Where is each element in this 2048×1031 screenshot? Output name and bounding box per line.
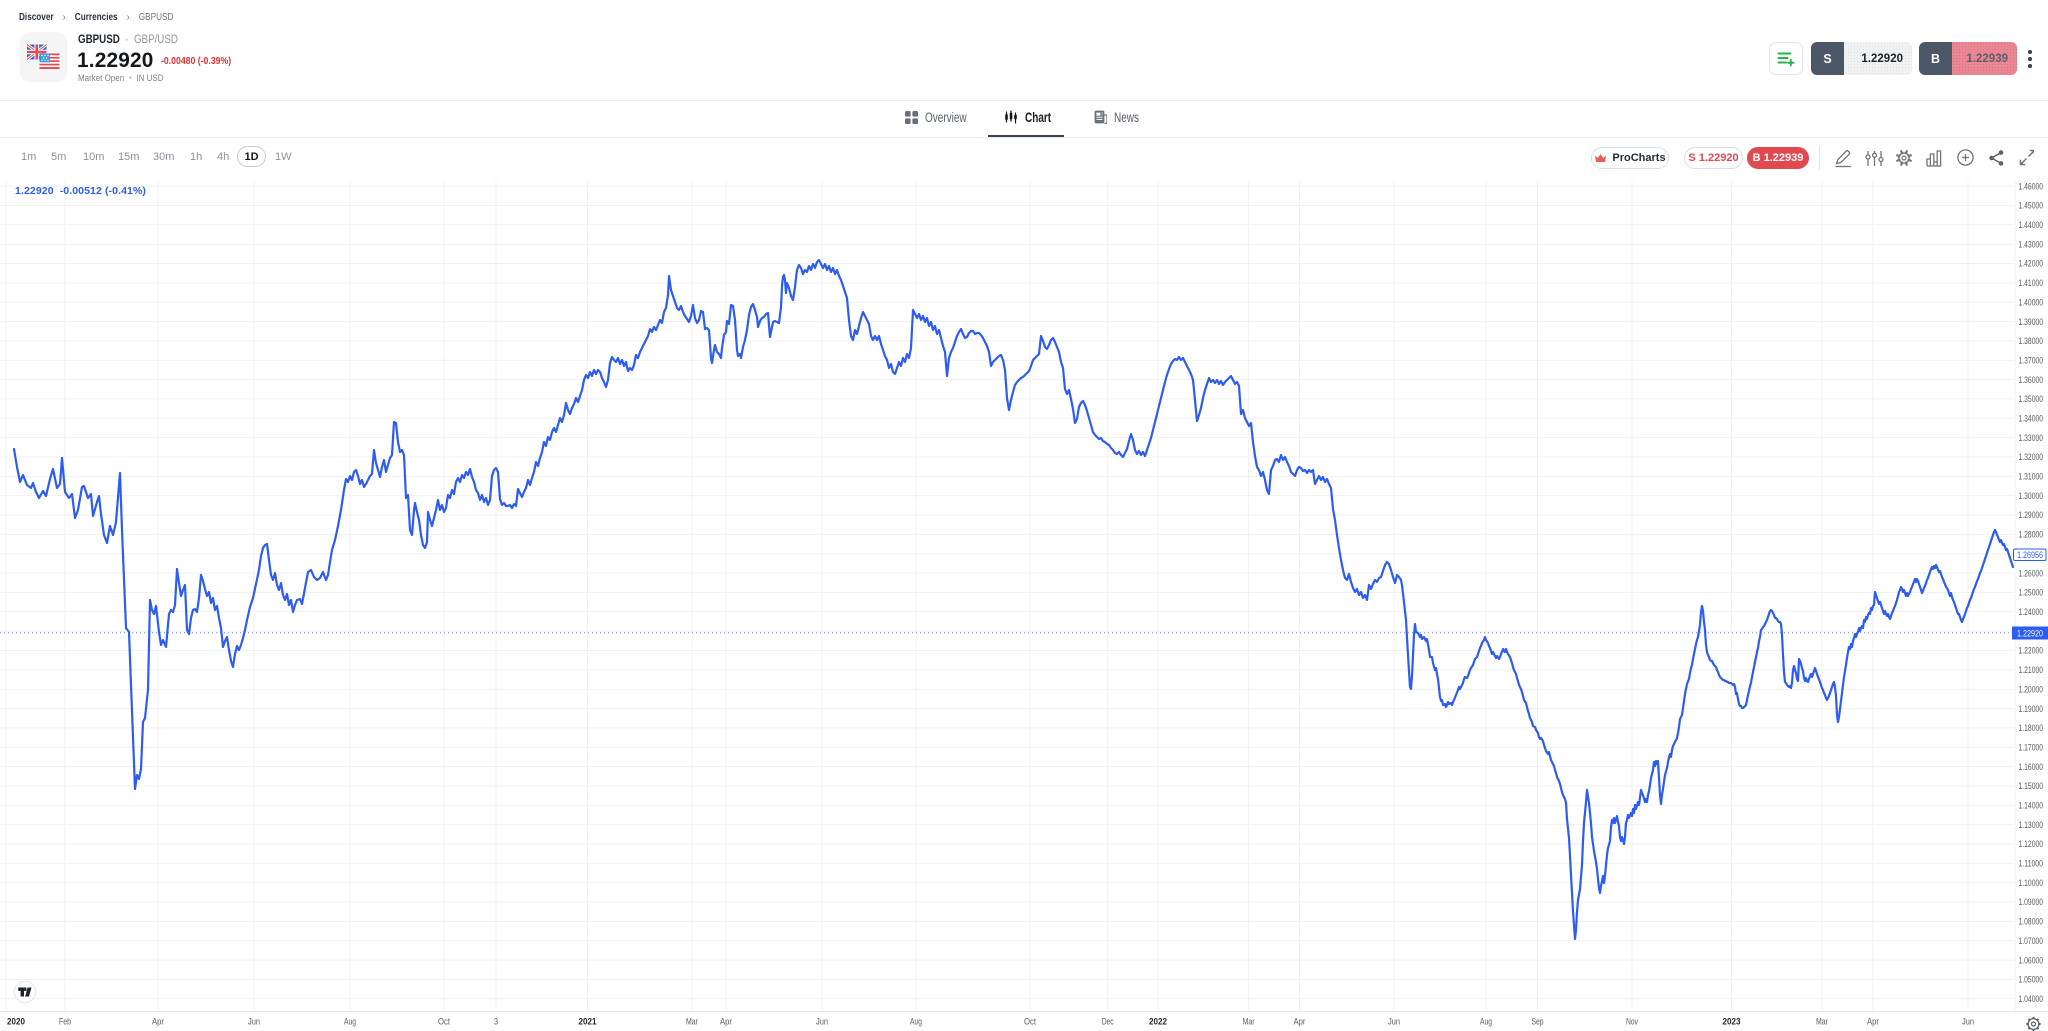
svg-text:1.46000: 1.46000	[2019, 181, 2044, 192]
svg-text:1.15000: 1.15000	[2019, 781, 2044, 792]
svg-text:Jun: Jun	[1962, 1017, 1974, 1028]
svg-text:1.08000: 1.08000	[2019, 917, 2044, 928]
svg-text:1.07000: 1.07000	[2019, 936, 2044, 947]
svg-text:1.10000: 1.10000	[2019, 878, 2044, 889]
svg-text:Apr: Apr	[152, 1017, 164, 1028]
svg-text:Apr: Apr	[1294, 1017, 1306, 1028]
svg-text:Oct: Oct	[438, 1017, 450, 1028]
svg-text:Jun: Jun	[248, 1017, 260, 1028]
svg-text:2020: 2020	[7, 1017, 25, 1028]
svg-text:1.22920: 1.22920	[2017, 628, 2043, 638]
svg-text:1.16000: 1.16000	[2019, 762, 2044, 773]
svg-text:1.36000: 1.36000	[2019, 375, 2044, 386]
svg-text:1.30000: 1.30000	[2019, 491, 2044, 502]
svg-text:1.04000: 1.04000	[2019, 994, 2044, 1005]
svg-text:1.06000: 1.06000	[2019, 955, 2044, 966]
svg-text:1.14000: 1.14000	[2019, 801, 2044, 812]
svg-text:1.42000: 1.42000	[2019, 259, 2044, 270]
svg-text:1.24000: 1.24000	[2019, 607, 2044, 618]
svg-text:1.41000: 1.41000	[2019, 278, 2044, 289]
svg-text:2023: 2023	[1723, 1017, 1741, 1028]
svg-text:1.29000: 1.29000	[2019, 510, 2044, 521]
svg-text:Aug: Aug	[1480, 1017, 1492, 1028]
svg-text:2022: 2022	[1149, 1017, 1167, 1028]
svg-text:1.11000: 1.11000	[2019, 859, 2044, 870]
svg-text:Mar: Mar	[686, 1017, 698, 1028]
svg-text:1.28000: 1.28000	[2019, 530, 2044, 541]
svg-text:1.34000: 1.34000	[2019, 414, 2044, 425]
svg-text:1.45000: 1.45000	[2019, 201, 2044, 212]
svg-text:Mar: Mar	[1243, 1017, 1255, 1028]
svg-text:1.26000: 1.26000	[2019, 568, 2044, 579]
svg-text:Sep: Sep	[1532, 1017, 1544, 1028]
svg-text:Oct: Oct	[1024, 1017, 1036, 1028]
svg-text:Aug: Aug	[344, 1017, 356, 1028]
svg-text:Dec: Dec	[1102, 1017, 1114, 1028]
svg-text:1.40000: 1.40000	[2019, 297, 2044, 308]
svg-text:1.05000: 1.05000	[2019, 975, 2044, 986]
svg-text:1.17000: 1.17000	[2019, 743, 2044, 754]
svg-text:1.26956: 1.26956	[2017, 550, 2043, 560]
svg-text:Jun: Jun	[816, 1017, 828, 1028]
svg-text:1.35000: 1.35000	[2019, 394, 2044, 405]
svg-text:Feb: Feb	[59, 1017, 71, 1028]
svg-text:1.09000: 1.09000	[2019, 897, 2044, 908]
svg-text:Apr: Apr	[1867, 1017, 1879, 1028]
svg-text:3: 3	[494, 1017, 498, 1028]
svg-text:1.37000: 1.37000	[2019, 355, 2044, 366]
svg-text:1.43000: 1.43000	[2019, 239, 2044, 250]
svg-text:1.19000: 1.19000	[2019, 704, 2044, 715]
svg-text:Jun: Jun	[1388, 1017, 1400, 1028]
svg-text:Aug: Aug	[910, 1017, 922, 1028]
svg-text:1.39000: 1.39000	[2019, 317, 2044, 328]
svg-text:1.13000: 1.13000	[2019, 820, 2044, 831]
svg-text:1.33000: 1.33000	[2019, 433, 2044, 444]
svg-text:1.25000: 1.25000	[2019, 588, 2044, 599]
svg-text:Mar: Mar	[1816, 1017, 1828, 1028]
svg-text:1.38000: 1.38000	[2019, 336, 2044, 347]
svg-text:Nov: Nov	[1626, 1017, 1638, 1028]
svg-text:1.20000: 1.20000	[2019, 684, 2044, 695]
svg-text:1.32000: 1.32000	[2019, 452, 2044, 463]
svg-text:1.12000: 1.12000	[2019, 839, 2044, 850]
svg-text:1.21000: 1.21000	[2019, 665, 2044, 676]
svg-text:1.18000: 1.18000	[2019, 723, 2044, 734]
svg-text:1.44000: 1.44000	[2019, 220, 2044, 231]
svg-text:1.31000: 1.31000	[2019, 472, 2044, 483]
svg-text:1.22000: 1.22000	[2019, 646, 2044, 657]
svg-text:Apr: Apr	[720, 1017, 732, 1028]
svg-text:2021: 2021	[579, 1017, 598, 1028]
